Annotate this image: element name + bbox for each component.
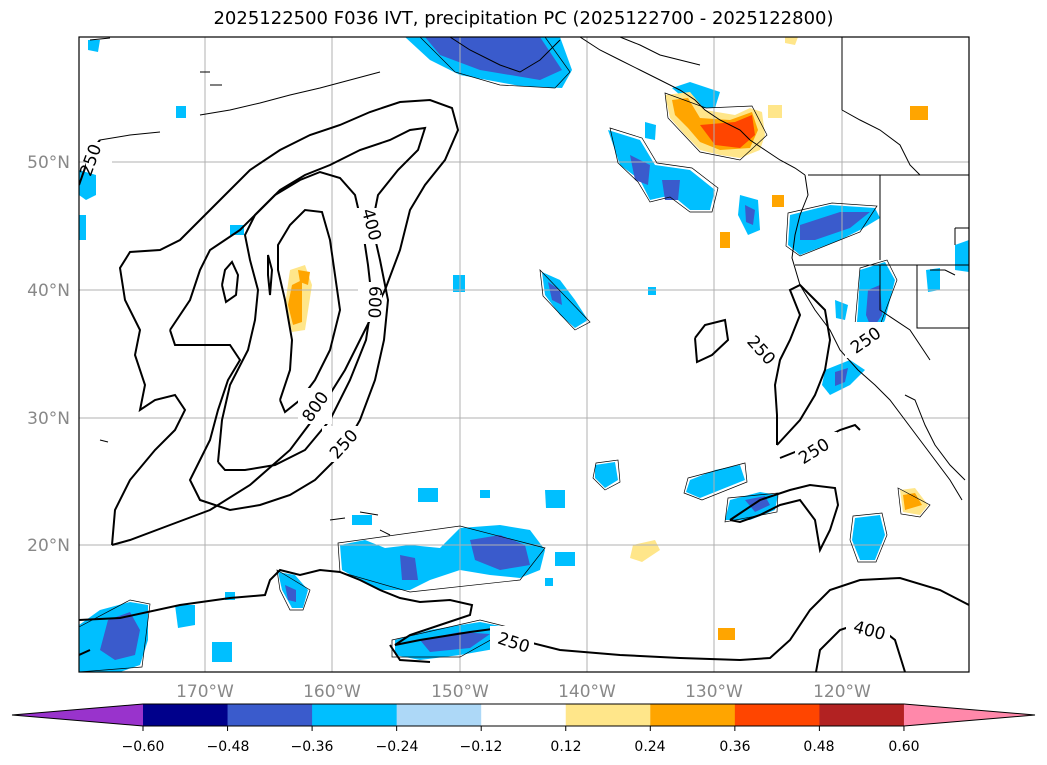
coastlines — [89, 37, 969, 536]
colorbar-tick-label: −0.24 — [376, 739, 419, 755]
lat-tick-label: 50°N — [27, 153, 70, 173]
longitude-axis: 170°W 160°W 150°W 140°W 130°W 120°W — [176, 682, 871, 702]
colorbar-tick-label: 0.60 — [888, 739, 919, 755]
precip-outlines — [79, 37, 931, 672]
colorbar-tick-label: 0.36 — [719, 739, 750, 755]
graticule — [79, 37, 969, 672]
lat-tick-label: 30°N — [27, 409, 70, 429]
contour-label-backings — [86, 142, 890, 656]
colorbar-segment — [396, 704, 482, 726]
lon-tick-label: 140°W — [558, 682, 616, 702]
plot-area — [79, 37, 969, 672]
lat-tick-label: 20°N — [27, 536, 70, 556]
precip-positive-shading — [285, 37, 928, 640]
lon-tick-label: 170°W — [176, 682, 234, 702]
colorbar — [11, 703, 1036, 731]
colorbar-tick-label: −0.12 — [460, 739, 503, 755]
lon-tick-label: 150°W — [431, 682, 489, 702]
colorbar-segment — [143, 704, 229, 726]
latitude-axis: 50°N 40°N 30°N 20°N — [27, 153, 70, 556]
map-title: 2025122500 F036 IVT, precipitation PC (2… — [213, 8, 834, 29]
lon-tick-label: 130°W — [685, 682, 743, 702]
lon-tick-label: 160°W — [303, 682, 361, 702]
colorbar-segment — [819, 704, 905, 726]
colorbar-segment — [734, 704, 820, 726]
colorbar-tick-label: −0.60 — [122, 739, 165, 755]
colorbar-segment — [312, 704, 398, 726]
lat-tick-label: 40°N — [27, 281, 70, 301]
colorbar-tick-label: 0.48 — [803, 739, 834, 755]
colorbar-segment — [565, 704, 651, 726]
colorbar-extend-high — [903, 704, 1035, 726]
colorbar-tick-label: 0.24 — [634, 739, 665, 755]
colorbar-tick-label: −0.48 — [207, 739, 250, 755]
plot-frame — [78, 36, 970, 673]
colorbar-tick-label: −0.36 — [291, 739, 334, 755]
contour-label: 600 — [363, 286, 384, 319]
colorbar-ticks: −0.60 −0.48 −0.36 −0.24 −0.12 0.12 0.24 … — [122, 739, 920, 755]
colorbar-tick-label: 0.12 — [550, 739, 581, 755]
colorbar-segment — [227, 704, 313, 726]
lon-tick-label: 120°W — [813, 682, 871, 702]
colorbar-segment — [650, 704, 736, 726]
colorbar-extend-low — [12, 704, 143, 726]
colorbar-segment — [481, 704, 567, 726]
